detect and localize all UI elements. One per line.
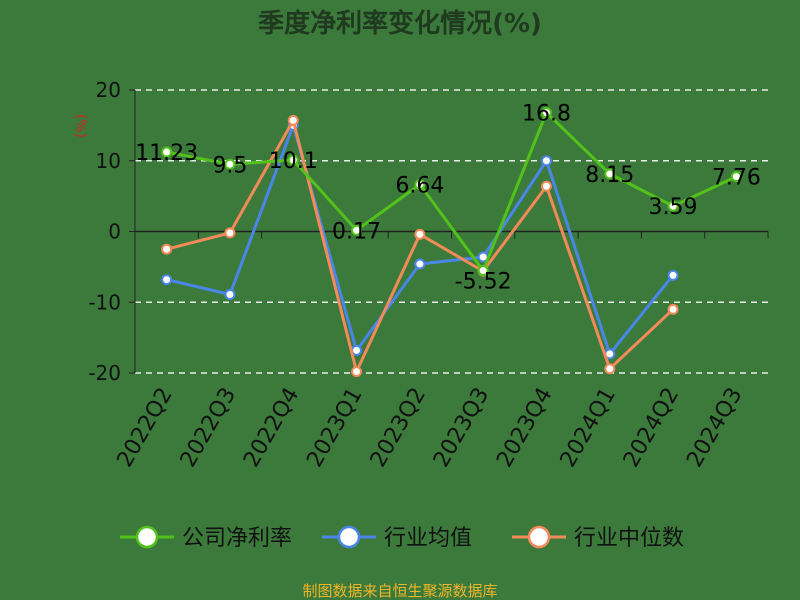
legend-label: 公司净利率: [182, 526, 292, 551]
legend-marker: [337, 525, 361, 549]
data-point: [604, 363, 616, 375]
y-tick-label: 10: [96, 149, 121, 173]
x-tick-label: 2024Q2: [619, 384, 684, 472]
y-tick-label: -10: [88, 290, 121, 314]
chart-title: 季度净利率变化情况(%): [258, 8, 542, 39]
data-point: [351, 224, 363, 236]
data-point: [540, 155, 552, 167]
data-point: [161, 243, 173, 255]
data-labels: 11.23 9.5 10.1 0.17 6.64 -5.52 16.8 8.15 3.59 7.7…: [135, 102, 761, 295]
legend-marker: [135, 525, 159, 549]
y-tick-label: 20: [96, 78, 121, 102]
x-tick-label: 2023Q4: [492, 384, 557, 472]
data-point: [224, 227, 236, 239]
x-tick-label: 2023Q3: [429, 384, 494, 472]
data-point: [730, 171, 742, 183]
data-label: 6.64: [395, 174, 444, 199]
data-point: [161, 274, 173, 286]
data-label: 8.15: [585, 163, 634, 188]
data-label: 11.23: [135, 141, 198, 166]
data-label: 0.17: [332, 219, 381, 244]
x-tick-label: 2024Q1: [556, 384, 621, 472]
data-label: 9.5: [212, 153, 247, 178]
legend-label: 行业中位数: [574, 526, 684, 551]
x-tick-label: 2023Q2: [366, 383, 431, 471]
series-line: [166, 111, 737, 273]
data-label: 7.76: [712, 166, 761, 191]
x-tick-label: 2022Q3: [176, 384, 241, 472]
x-tick-label: 2023Q1: [302, 384, 367, 472]
y-tick-label: 0: [108, 220, 121, 244]
legend-label: 行业均值: [384, 526, 472, 551]
legend: 公司净利率 行业均值 行业中位数: [120, 525, 684, 551]
data-point: [667, 269, 679, 281]
data-point: [224, 288, 236, 300]
legend-marker: [527, 525, 551, 549]
data-point: [414, 228, 426, 240]
data-label: 10.1: [269, 149, 318, 174]
data-label: -5.52: [455, 270, 512, 295]
data-point: [540, 107, 552, 119]
data-point: [414, 179, 426, 191]
data-label: 3.59: [649, 195, 698, 220]
data-point: [667, 303, 679, 315]
data-point: [224, 158, 236, 170]
data-point: [351, 366, 363, 378]
data-point: [161, 146, 173, 158]
axes: -20-10010202022Q22022Q32022Q42023Q12023Q…: [88, 78, 769, 472]
data-point: [604, 168, 616, 180]
x-tick-label: 2022Q4: [239, 384, 304, 472]
y-axis-label: (%): [72, 114, 88, 138]
source-note: 制图数据来自恒生聚源数据库: [302, 582, 497, 600]
data-point: [540, 180, 552, 192]
series-layer: [161, 107, 742, 378]
x-tick-label: 2022Q2: [113, 384, 178, 472]
data-point: [414, 258, 426, 270]
data-point: [667, 200, 679, 212]
y-tick-label: -20: [88, 361, 121, 385]
x-tick-label: 2024Q3: [682, 384, 747, 472]
data-label: 16.8: [522, 102, 571, 127]
data-point: [287, 114, 299, 126]
data-point: [287, 154, 299, 166]
data-point: [477, 265, 489, 277]
